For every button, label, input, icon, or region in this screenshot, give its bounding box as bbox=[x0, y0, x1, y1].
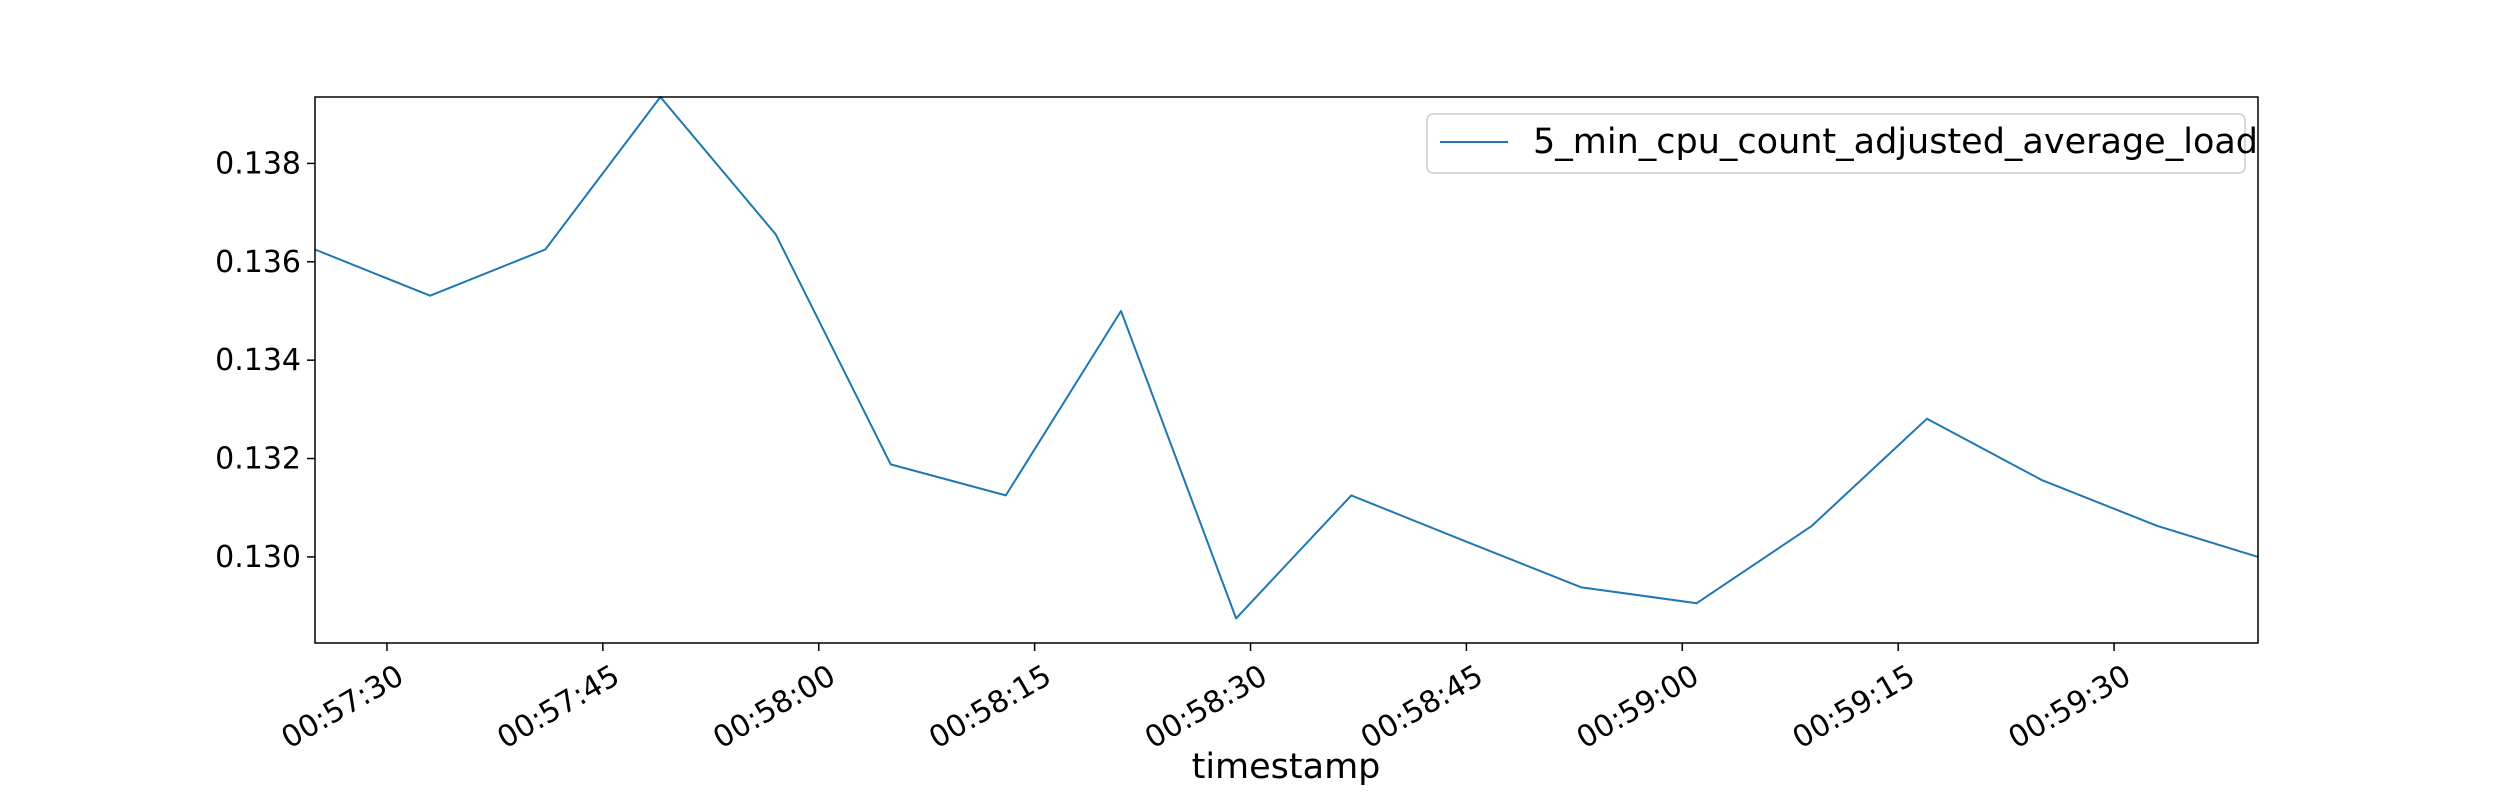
x-tick-label: 00:58:30 bbox=[1139, 658, 1273, 756]
x-axis-ticks: 00:57:30 00:57:45 00:58:00 00:58:15 00:58:30… bbox=[276, 643, 2137, 756]
x-axis-title: timestamp bbox=[1192, 747, 1381, 787]
x-tick-label: 00:59:15 bbox=[1787, 658, 1921, 756]
y-tick-label: 0.136 bbox=[215, 245, 301, 280]
x-tick-label: 00:58:45 bbox=[1355, 658, 1489, 756]
series-line-0 bbox=[314, 96, 2259, 620]
x-tick-label: 00:57:45 bbox=[491, 658, 625, 756]
legend-box bbox=[1426, 113, 2246, 174]
series-layer bbox=[314, 96, 2259, 620]
y-tick-label: 0.134 bbox=[215, 343, 301, 378]
x-tick-label: 00:58:00 bbox=[707, 658, 841, 756]
legend-entry-label: 5_min_cpu_count_adjusted_average_load bbox=[1533, 122, 2258, 162]
y-tick-label: 0.130 bbox=[215, 540, 301, 575]
x-tick-label: 00:59:30 bbox=[2003, 658, 2137, 756]
y-tick-label: 0.132 bbox=[215, 442, 301, 477]
legend: 5_min_cpu_count_adjusted_average_load bbox=[1426, 113, 2258, 174]
y-tick-label: 0.138 bbox=[215, 146, 301, 181]
plot-frame bbox=[314, 96, 2259, 644]
x-tick-label: 00:58:15 bbox=[923, 658, 1057, 756]
x-tick-label: 00:57:30 bbox=[276, 658, 410, 756]
x-tick-label: 00:59:00 bbox=[1571, 658, 1705, 756]
y-axis-ticks: 0.130 0.132 0.134 0.136 0.138 bbox=[215, 146, 315, 575]
